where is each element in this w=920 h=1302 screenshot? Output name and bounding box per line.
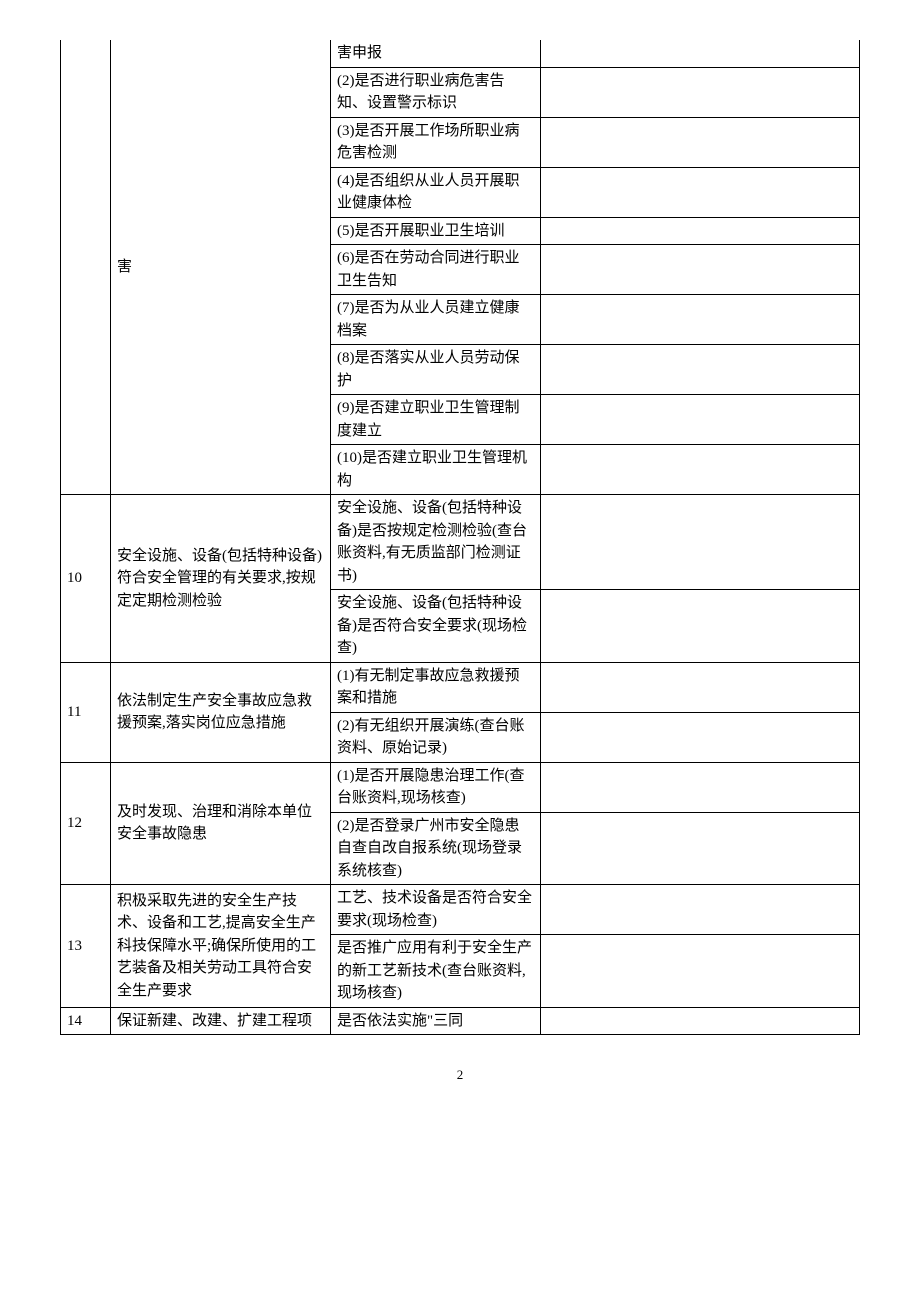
check-item: (2)是否登录广州市安全隐患自查自改自报系统(现场登录系统核查) bbox=[331, 812, 541, 885]
check-item: (1)是否开展隐患治理工作(查台账资料,现场核查) bbox=[331, 762, 541, 812]
check-item: (9)是否建立职业卫生管理制度建立 bbox=[331, 395, 541, 445]
check-item: (3)是否开展工作场所职业病危害检测 bbox=[331, 117, 541, 167]
row-description: 保证新建、改建、扩建工程项 bbox=[111, 1007, 331, 1035]
result-cell bbox=[541, 812, 860, 885]
result-cell bbox=[541, 245, 860, 295]
result-cell bbox=[541, 590, 860, 663]
result-cell bbox=[541, 762, 860, 812]
check-item: 是否依法实施"三同 bbox=[331, 1007, 541, 1035]
inspection-table: 害害申报(2)是否进行职业病危害告知、设置警示标识(3)是否开展工作场所职业病危… bbox=[60, 40, 860, 1035]
check-item: (1)有无制定事故应急救援预案和措施 bbox=[331, 662, 541, 712]
check-item: (2)是否进行职业病危害告知、设置警示标识 bbox=[331, 67, 541, 117]
result-cell bbox=[541, 1007, 860, 1035]
result-cell bbox=[541, 395, 860, 445]
check-item: (7)是否为从业人员建立健康档案 bbox=[331, 295, 541, 345]
result-cell bbox=[541, 117, 860, 167]
result-cell bbox=[541, 495, 860, 590]
check-item: (8)是否落实从业人员劳动保护 bbox=[331, 345, 541, 395]
result-cell bbox=[541, 885, 860, 935]
check-item: (5)是否开展职业卫生培训 bbox=[331, 217, 541, 245]
check-item: 工艺、技术设备是否符合安全要求(现场检查) bbox=[331, 885, 541, 935]
check-item: (10)是否建立职业卫生管理机构 bbox=[331, 445, 541, 495]
row-number: 12 bbox=[61, 762, 111, 885]
check-item: 害申报 bbox=[331, 40, 541, 67]
result-cell bbox=[541, 445, 860, 495]
result-cell bbox=[541, 935, 860, 1008]
check-item: 安全设施、设备(包括特种设备)是否按规定检测检验(查台账资料,有无质监部门检测证… bbox=[331, 495, 541, 590]
row-number: 13 bbox=[61, 885, 111, 1008]
check-item: (6)是否在劳动合同进行职业卫生告知 bbox=[331, 245, 541, 295]
row-description: 依法制定生产安全事故应急救援预案,落实岗位应急措施 bbox=[111, 662, 331, 762]
page-number: 2 bbox=[60, 1065, 860, 1085]
row-number: 14 bbox=[61, 1007, 111, 1035]
result-cell bbox=[541, 295, 860, 345]
result-cell bbox=[541, 217, 860, 245]
row-description: 及时发现、治理和消除本单位安全事故隐患 bbox=[111, 762, 331, 885]
result-cell bbox=[541, 40, 860, 67]
result-cell bbox=[541, 712, 860, 762]
row-description: 安全设施、设备(包括特种设备)符合安全管理的有关要求,按规定定期检测检验 bbox=[111, 495, 331, 663]
check-item: 安全设施、设备(包括特种设备)是否符合安全要求(现场检查) bbox=[331, 590, 541, 663]
check-item: 是否推广应用有利于安全生产的新工艺新技术(查台账资料,现场核查) bbox=[331, 935, 541, 1008]
row-number: 11 bbox=[61, 662, 111, 762]
result-cell bbox=[541, 662, 860, 712]
row-description: 积极采取先进的安全生产技术、设备和工艺,提高安全生产科技保障水平;确保所使用的工… bbox=[111, 885, 331, 1008]
row-number bbox=[61, 40, 111, 495]
row-description: 害 bbox=[111, 40, 331, 495]
row-number: 10 bbox=[61, 495, 111, 663]
result-cell bbox=[541, 167, 860, 217]
result-cell bbox=[541, 345, 860, 395]
check-item: (4)是否组织从业人员开展职业健康体检 bbox=[331, 167, 541, 217]
result-cell bbox=[541, 67, 860, 117]
check-item: (2)有无组织开展演练(查台账资料、原始记录) bbox=[331, 712, 541, 762]
